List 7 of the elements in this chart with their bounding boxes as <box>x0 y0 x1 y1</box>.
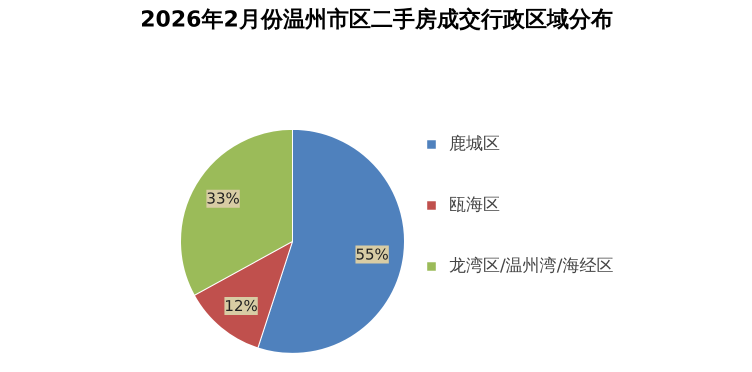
legend-label: 瓯海区 <box>449 194 500 216</box>
legend-label: 龙湾区/温州湾/海经区 <box>449 255 614 277</box>
data-label: 55% <box>355 246 389 264</box>
chart-title: 2026年2月份温州市区二手房成交行政区域分布 <box>140 6 613 32</box>
legend-label: 鹿城区 <box>449 133 500 155</box>
data-label: 33% <box>206 190 240 208</box>
data-label: 12% <box>224 297 258 316</box>
